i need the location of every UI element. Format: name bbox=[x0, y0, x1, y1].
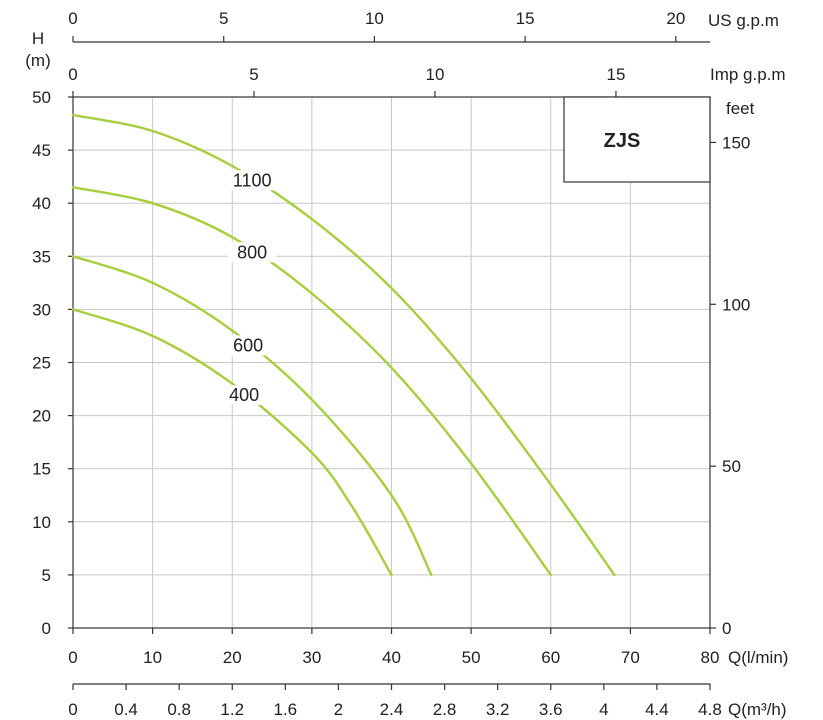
us-gpm-tick-label: 10 bbox=[365, 9, 384, 28]
model-box bbox=[563, 96, 711, 183]
y-tick-label: 15 bbox=[32, 460, 51, 479]
x-tick-label: 50 bbox=[462, 648, 481, 667]
y-tick-label: 30 bbox=[32, 300, 51, 319]
feet-tick-label: 0 bbox=[722, 619, 731, 638]
m3h-tick-label: 2 bbox=[334, 700, 343, 719]
series-label-bg bbox=[220, 385, 269, 406]
feet-axis-label: feet bbox=[726, 99, 755, 118]
x-tick-label: 0 bbox=[68, 648, 77, 667]
m3h-tick-label: 2.8 bbox=[433, 700, 457, 719]
us-gpm-tick-label: 0 bbox=[68, 9, 77, 28]
m3h-tick-label: 0.8 bbox=[167, 700, 191, 719]
series-group bbox=[71, 113, 616, 577]
us-gpm-axis-label: US g.p.m bbox=[708, 11, 779, 30]
model-label: ZJS bbox=[604, 130, 641, 152]
imp-gpm-tick-label: 15 bbox=[607, 65, 626, 84]
us-gpm-tick-label: 5 bbox=[219, 9, 228, 28]
y-tick-label: 35 bbox=[32, 247, 51, 266]
us-gpm-tick-label: 15 bbox=[516, 9, 535, 28]
feet-tick-label: 50 bbox=[722, 457, 741, 476]
imp-gpm-tick-label: 0 bbox=[68, 65, 77, 84]
y-tick-label: 50 bbox=[32, 88, 51, 107]
m3h-tick-label: 3.6 bbox=[539, 700, 563, 719]
series-label-bg bbox=[228, 242, 277, 263]
grid bbox=[72, 96, 711, 629]
m3h-tick-label: 4 bbox=[599, 700, 608, 719]
series-line-600 bbox=[71, 255, 433, 577]
m3h-tick-label: 4.4 bbox=[645, 700, 669, 719]
series-line-800 bbox=[71, 186, 552, 577]
imp-gpm-axis-label: Imp g.p.m bbox=[710, 65, 786, 84]
y-tick-label: 25 bbox=[32, 354, 51, 373]
y-tick-label: 0 bbox=[42, 619, 51, 638]
series-line-1100 bbox=[71, 113, 616, 577]
y-axis-unit: (m) bbox=[25, 51, 50, 70]
m3h-tick-label: 2.4 bbox=[380, 700, 404, 719]
m3h-tick-label: 3.2 bbox=[486, 700, 510, 719]
m3h-tick-label: 0.4 bbox=[114, 700, 138, 719]
x-tick-label: 70 bbox=[621, 648, 640, 667]
axes bbox=[68, 36, 716, 690]
x-tick-label: 10 bbox=[143, 648, 162, 667]
series-line-400 bbox=[71, 308, 393, 577]
imp-gpm-tick-label: 5 bbox=[249, 65, 258, 84]
series-label-bg bbox=[224, 335, 273, 356]
series-label-1100: 1100 bbox=[233, 170, 272, 190]
x-tick-label: 20 bbox=[223, 648, 242, 667]
y-tick-label: 10 bbox=[32, 513, 51, 532]
x-tick-label: 80 bbox=[701, 648, 720, 667]
m3h-tick-label: 0 bbox=[68, 700, 77, 719]
us-gpm-tick-label: 20 bbox=[666, 9, 685, 28]
series-label-bg bbox=[228, 170, 277, 191]
x-tick-label: 40 bbox=[382, 648, 401, 667]
m3h-tick-label: 4.8 bbox=[698, 700, 722, 719]
m3h-tick-label: 1.6 bbox=[274, 700, 298, 719]
series-label-600: 600 bbox=[233, 335, 263, 355]
y-tick-label: 45 bbox=[32, 141, 51, 160]
m3h-axis-label: Q(m³/h) bbox=[728, 700, 787, 719]
x-tick-label: 60 bbox=[541, 648, 560, 667]
y-tick-label: 20 bbox=[32, 407, 51, 426]
feet-tick-label: 150 bbox=[722, 133, 750, 152]
x-tick-label: 30 bbox=[302, 648, 321, 667]
x-axis-label: Q(l/min) bbox=[728, 648, 788, 667]
y-tick-label: 40 bbox=[32, 194, 51, 213]
y-axis-label: H bbox=[32, 29, 44, 48]
m3h-tick-label: 1.2 bbox=[220, 700, 244, 719]
series-label-800: 800 bbox=[237, 242, 267, 262]
feet-tick-label: 100 bbox=[722, 295, 750, 314]
y-tick-label: 5 bbox=[42, 566, 51, 585]
imp-gpm-tick-label: 10 bbox=[426, 65, 445, 84]
series-label-400: 400 bbox=[229, 385, 259, 405]
